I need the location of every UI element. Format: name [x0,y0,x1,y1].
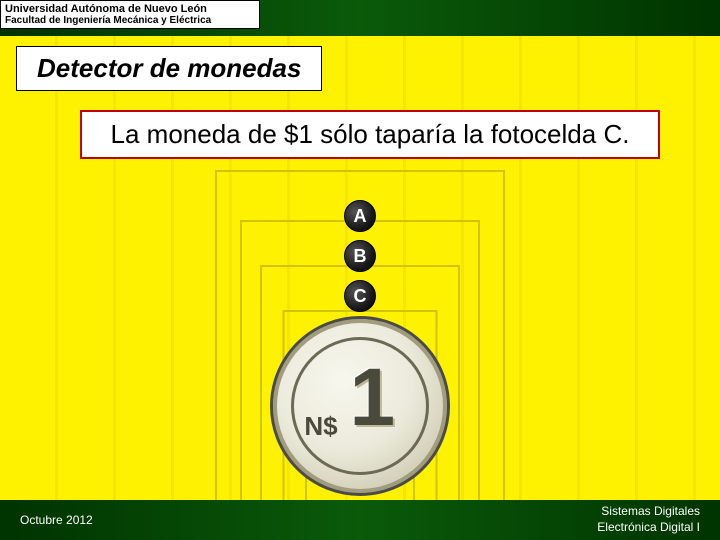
photocell-b: B [344,240,376,272]
photocell-c: C [344,280,376,312]
footer-course: Sistemas Digitales Electrónica Digital I [597,504,700,535]
coin-value: 1 [350,357,392,439]
faculty-name: Facultad de Ingeniería Mecánica y Eléctr… [5,15,249,26]
coin-prefix: N$ [304,413,337,439]
slide-title: Detector de monedas [16,46,322,91]
coin-one-peso: N$ 1 [270,316,450,496]
institution-name: Universidad Autónoma de Nuevo León [5,3,249,15]
photocell-a: A [344,200,376,232]
course-line-2: Electrónica Digital I [597,520,700,536]
institution-box: Universidad Autónoma de Nuevo León Facul… [0,0,260,29]
footer-date: Octubre 2012 [20,513,93,527]
coin-diagram: A B C N$ 1 [260,200,460,520]
course-line-1: Sistemas Digitales [597,504,700,520]
